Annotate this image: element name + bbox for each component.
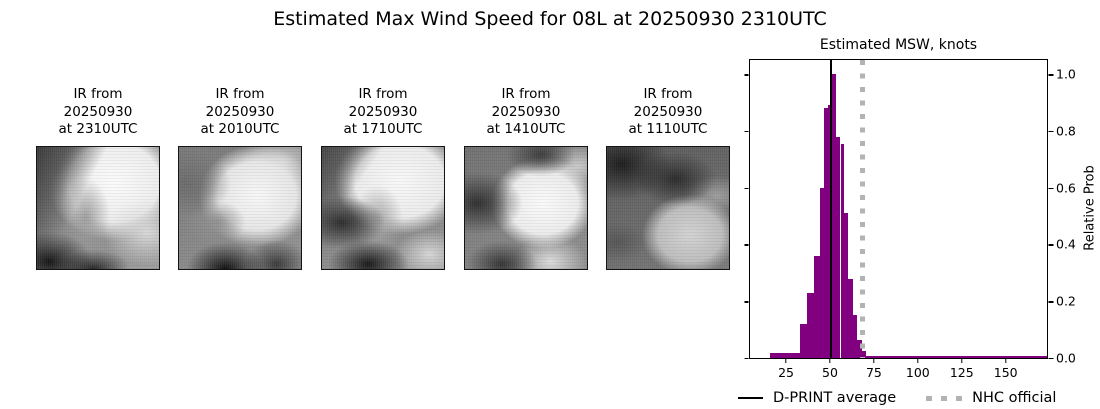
x-tick-label: 50 xyxy=(822,365,838,380)
ir-label-2-line2: 20250930 xyxy=(205,103,275,120)
histogram-bar xyxy=(800,323,808,358)
y-axis-tick-left xyxy=(744,301,749,303)
y-axis-tick-right xyxy=(1048,74,1053,76)
x-axis-tick xyxy=(785,358,787,363)
chart-legend: D-PRINT average NHC official xyxy=(738,388,1056,408)
ir-satellite-image-3 xyxy=(321,146,445,270)
y-axis-tick-right xyxy=(1048,187,1053,190)
y-tick-label: 0.2 xyxy=(1056,293,1076,309)
ir-label-3: IR from 20250930 at 1710UTC xyxy=(303,86,463,139)
ir-label-4-line1: IR from xyxy=(501,86,551,102)
ir-satellite-image-5 xyxy=(606,146,730,270)
chart-title: Estimated MSW, knots xyxy=(819,37,978,53)
histogram-bar xyxy=(823,108,829,358)
histogram-bar xyxy=(852,315,858,358)
y-axis-tick-right xyxy=(1048,130,1053,133)
y-axis-tick-right xyxy=(1048,244,1053,246)
histogram-bar xyxy=(820,187,824,358)
x-axis-tick xyxy=(1004,358,1007,363)
ir-label-1-line2: 20250930 xyxy=(63,103,133,120)
ir-satellite-image-2 xyxy=(178,146,302,270)
x-tick-label: 75 xyxy=(865,365,882,380)
ir-label-4-line2: 20250930 xyxy=(491,103,561,120)
y-axis-label: Relative Prob xyxy=(1082,165,1098,251)
ir-label-4: IR from 20250930 at 1410UTC xyxy=(446,86,606,139)
nhc-official-label: NHC official xyxy=(972,390,1057,406)
y-axis-tick-right xyxy=(1048,358,1053,360)
histogram-bar xyxy=(770,353,801,358)
ir-label-2-line1: IR from xyxy=(215,86,265,102)
y-axis-tick-left xyxy=(744,74,749,76)
x-tick-label: 25 xyxy=(778,365,794,380)
y-axis-tick-left xyxy=(744,358,749,360)
ir-satellite-image-1 xyxy=(36,146,160,270)
x-axis-tick xyxy=(829,358,831,363)
y-tick-label: 1.0 xyxy=(1056,66,1076,82)
ir-label-3-line1: IR from xyxy=(358,86,408,102)
dprint-average-label: D-PRINT average xyxy=(773,390,897,406)
y-tick-label: 0.4 xyxy=(1056,236,1076,252)
histogram-plot: 25 50 75 100 125 150 0.0 0.2 0.4 0.6 0.8 1.0 xyxy=(744,59,1076,380)
histogram-bar xyxy=(865,356,1047,358)
ir-label-5: IR from 20250930 at 1110UTC xyxy=(588,86,748,139)
ir-label-3-line2: 20250930 xyxy=(348,103,418,120)
ir-label-2-line3: at 2010UTC xyxy=(200,121,280,137)
x-axis-tick xyxy=(873,358,875,363)
histogram-bar xyxy=(814,255,821,358)
x-tick-label: 150 xyxy=(993,365,1018,380)
histogram-bar xyxy=(832,74,837,358)
ir-label-3-line3: at 1710UTC xyxy=(343,121,423,137)
y-axis-tick-left xyxy=(744,130,749,133)
x-tick-label: 100 xyxy=(905,365,930,380)
nhc-official-line-swatch xyxy=(926,395,963,401)
y-tick-label: 0.0 xyxy=(1056,350,1076,366)
ir-label-5-line3: at 1110UTC xyxy=(628,121,708,137)
ir-label-5-line1: IR from xyxy=(643,86,693,102)
histogram-bar xyxy=(844,213,849,358)
histogram-bar xyxy=(836,136,841,358)
ir-label-1-line3: at 2310UTC xyxy=(58,121,138,137)
histogram-bar xyxy=(828,105,833,358)
ir-label-5-line2: 20250930 xyxy=(633,103,703,120)
dprint-average-line xyxy=(830,60,833,358)
ir-satellite-image-4 xyxy=(464,146,588,270)
figure-title: Estimated Max Wind Speed for 08L at 2025… xyxy=(273,8,827,30)
histogram-bar xyxy=(807,292,815,358)
y-tick-label: 0.8 xyxy=(1056,123,1076,139)
y-axis-tick-left xyxy=(744,244,749,246)
x-tick-label: 125 xyxy=(949,365,974,380)
histogram-bar xyxy=(848,278,853,358)
y-axis-tick-right xyxy=(1048,301,1053,303)
histogram-bar xyxy=(857,339,862,358)
y-tick-label: 0.6 xyxy=(1056,180,1076,196)
x-axis-tick xyxy=(917,358,919,363)
dprint-average-line-swatch xyxy=(738,397,763,399)
ir-label-1: IR from 20250930 at 2310UTC xyxy=(18,86,178,139)
y-axis-tick-left xyxy=(744,187,749,190)
histogram-bar xyxy=(840,143,844,358)
ir-label-2: IR from 20250930 at 2010UTC xyxy=(160,86,320,139)
ir-label-4-line3: at 1410UTC xyxy=(486,121,566,137)
x-axis-tick xyxy=(961,358,963,363)
ir-label-1-line1: IR from xyxy=(73,86,123,102)
nhc-official-line xyxy=(859,60,865,358)
